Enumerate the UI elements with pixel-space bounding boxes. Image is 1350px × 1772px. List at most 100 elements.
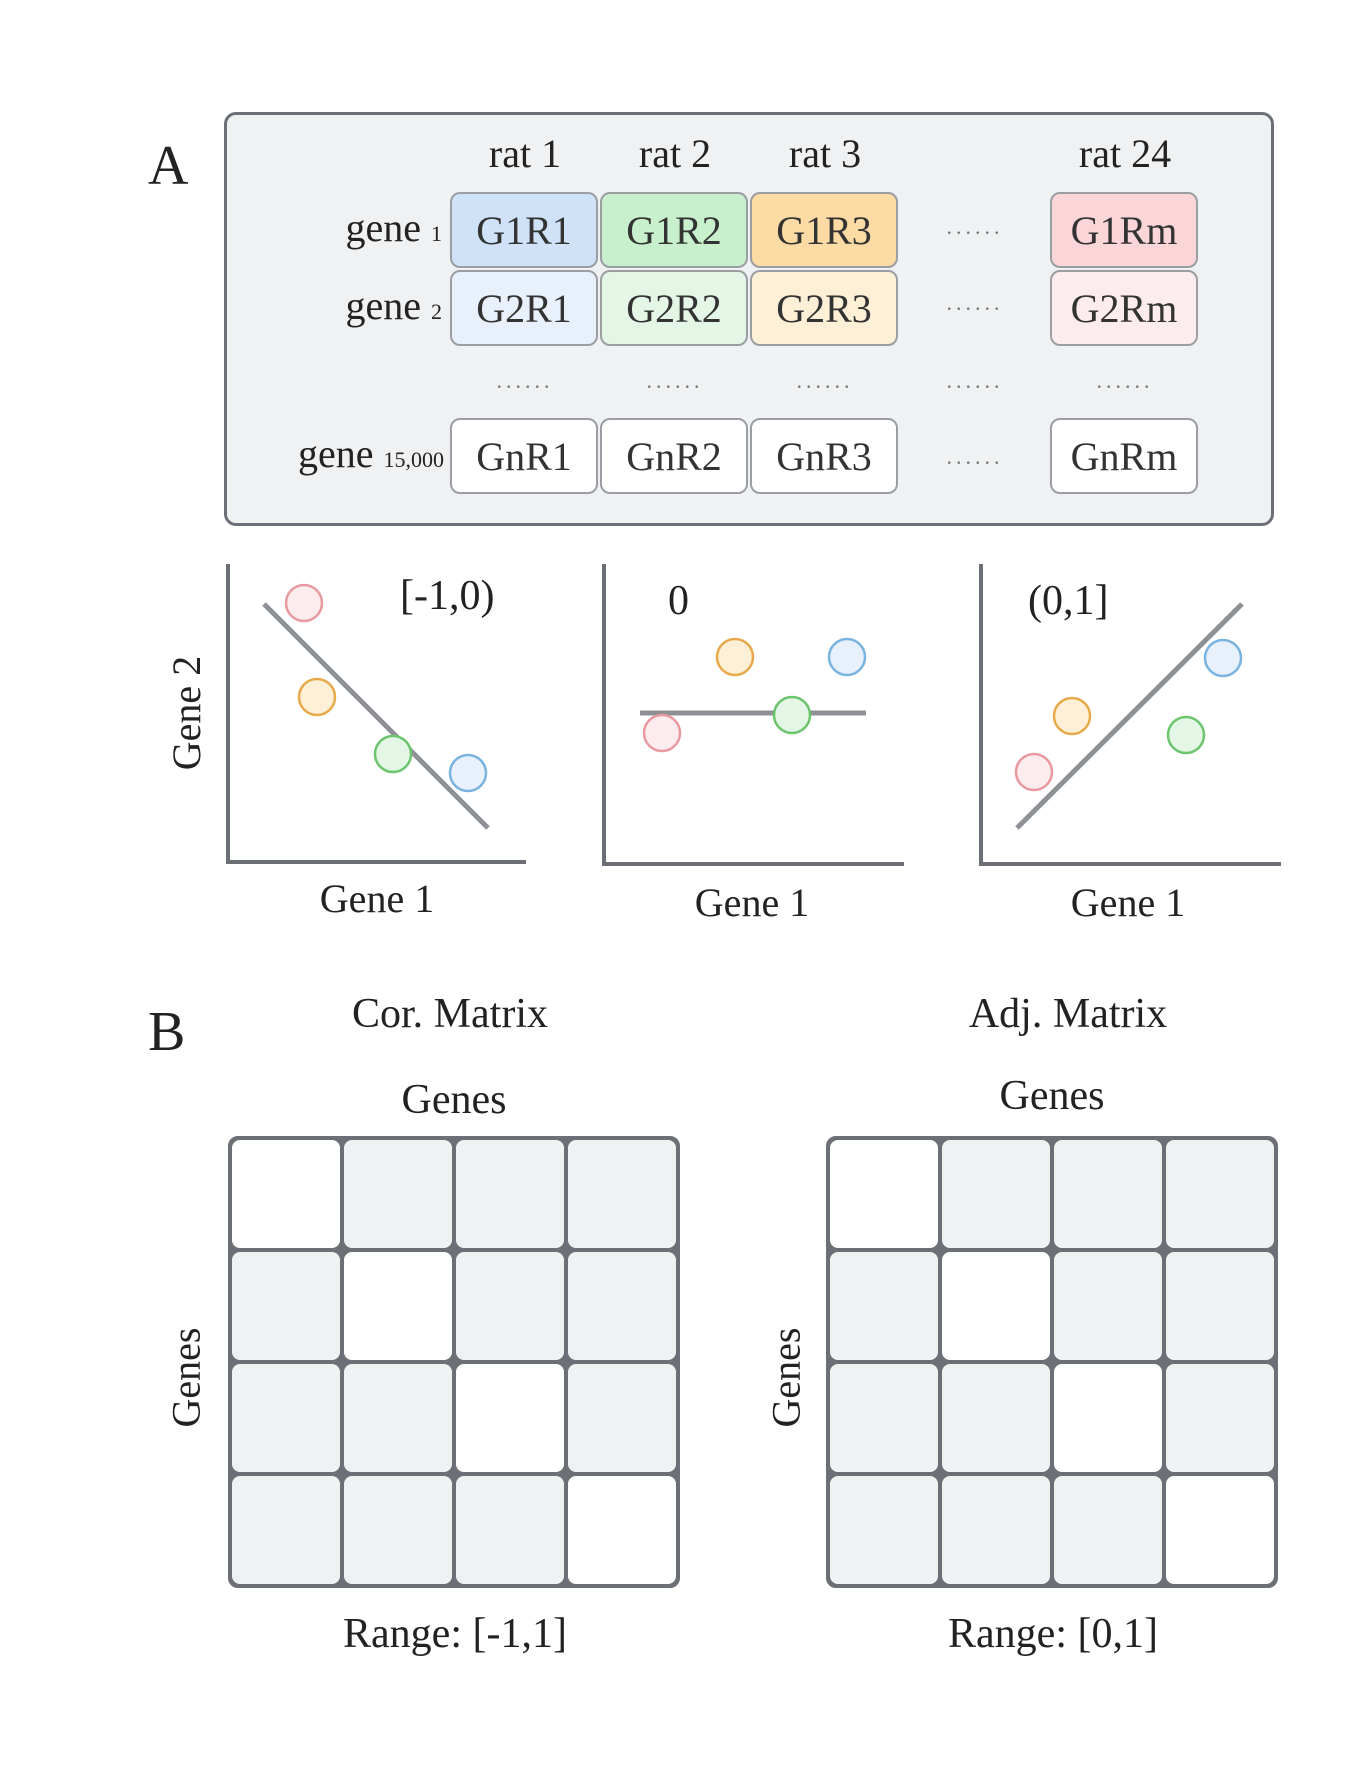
cell-g1rm: G1Rm (1050, 192, 1198, 268)
matrix-cell (828, 1138, 940, 1250)
ellipsis-row2: ...... (946, 290, 1004, 315)
cell-g1r1: G1R1 (450, 192, 598, 268)
row-header-gene1: gene 1 (232, 204, 442, 251)
plot-label: [-1,0) (400, 573, 494, 619)
plot-axes (979, 564, 1281, 866)
matrix-cell (342, 1250, 454, 1362)
plot-xlabel: Gene 1 (695, 880, 809, 925)
row-header-gene2: gene 2 (232, 282, 442, 329)
matrix-cell (566, 1138, 678, 1250)
ellipsis-col1: ...... (496, 368, 554, 393)
ellipsis-col4: ...... (946, 368, 1004, 393)
correlation-plots: [-1,0) Gene 1 Gene 2 0 Gene 1 (0,1] Gene… (164, 564, 1281, 925)
col-header-rat2: rat 2 (638, 131, 712, 176)
matrix-cell (454, 1250, 566, 1362)
cor-matrix-col-label: Genes (401, 1077, 507, 1123)
point-blue (448, 753, 488, 793)
matrix-cell (940, 1250, 1052, 1362)
cor-matrix-title: Cor. Matrix (352, 991, 548, 1037)
row-label-sub: 2 (431, 299, 442, 324)
point-red (1014, 752, 1054, 792)
matrix-cell (940, 1474, 1052, 1586)
row-label-sub: 15,000 (383, 447, 445, 472)
matrix-cell (230, 1474, 342, 1586)
row-label-sub: 1 (431, 221, 442, 246)
matrix-cell (828, 1474, 940, 1586)
adj-matrix-title: Adj. Matrix (968, 991, 1168, 1037)
row-label: gene (345, 283, 421, 328)
matrix-cell (940, 1138, 1052, 1250)
matrix-cell (230, 1250, 342, 1362)
plot-ylabel: Gene 2 (164, 656, 209, 770)
matrix-cell (1052, 1474, 1164, 1586)
ellipsis-col3: ...... (796, 368, 854, 393)
point-blue (827, 637, 867, 677)
cell-g1r3: G1R3 (750, 192, 898, 268)
ellipsis-rown: ...... (946, 444, 1004, 469)
cell-g2rm: G2Rm (1050, 270, 1198, 346)
matrix-cell (454, 1474, 566, 1586)
plot-axes (602, 564, 904, 866)
plot-no-correlation: 0 Gene 1 (602, 564, 904, 925)
matrix-cell (1052, 1362, 1164, 1474)
ellipsis-col5: ...... (1096, 368, 1154, 393)
matrix-cell (342, 1138, 454, 1250)
row-header-gene15000: gene 15,000 (222, 430, 444, 477)
plot-positive-correlation: (0,1] Gene 1 (979, 564, 1281, 925)
col-header-rat24: rat 24 (1078, 131, 1172, 176)
matrix-cell (342, 1362, 454, 1474)
cell-gnr1: GnR1 (450, 418, 598, 494)
matrix-cell (454, 1138, 566, 1250)
point-orange (297, 677, 337, 717)
row-label: gene (297, 431, 374, 476)
adj-matrix-range: Range: [0,1] (948, 1611, 1158, 1657)
col-header-rat3: rat 3 (788, 131, 862, 176)
matrix-cell (1052, 1250, 1164, 1362)
cell-gnr2: GnR2 (600, 418, 748, 494)
matrix-cell (940, 1362, 1052, 1474)
point-orange (715, 637, 755, 677)
point-orange (1052, 696, 1092, 736)
row-label: gene (345, 205, 421, 250)
adj-matrix-col-label: Genes (999, 1073, 1105, 1119)
plot-axes (226, 564, 526, 864)
matrix-cell (1052, 1138, 1164, 1250)
panel-b-letter: B (148, 1001, 186, 1063)
matrix-cell (566, 1474, 678, 1586)
point-green (772, 695, 812, 735)
matrix-cell (828, 1250, 940, 1362)
adj-matrix-row-label: Genes (763, 1327, 809, 1428)
adj-matrix-grid (826, 1136, 1278, 1588)
cell-g1r2: G1R2 (600, 192, 748, 268)
ellipsis-row1: ...... (946, 214, 1004, 239)
panel-a-letter: A (148, 135, 189, 197)
matrix-cell (230, 1138, 342, 1250)
trend-line (262, 602, 490, 830)
matrix-cell (828, 1362, 940, 1474)
cor-matrix-grid (228, 1136, 680, 1588)
matrix-cell (230, 1362, 342, 1474)
plot-label: 0 (668, 578, 689, 624)
matrix-cell (342, 1474, 454, 1586)
ellipsis-col2: ...... (646, 368, 704, 393)
plot-label: (0,1] (1028, 578, 1108, 624)
matrix-cell (1164, 1474, 1276, 1586)
matrix-cell (566, 1250, 678, 1362)
point-blue (1203, 638, 1243, 678)
matrix-cell (1164, 1138, 1276, 1250)
point-green (373, 734, 413, 774)
plot-negative-correlation: [-1,0) Gene 1 Gene 2 (164, 564, 526, 921)
col-header-rat1: rat 1 (488, 131, 562, 176)
plot-xlabel: Gene 1 (1071, 880, 1185, 925)
point-red (642, 713, 682, 753)
point-red (284, 583, 324, 623)
cell-g2r3: G2R3 (750, 270, 898, 346)
cell-g2r1: G2R1 (450, 270, 598, 346)
matrix-cell (1164, 1362, 1276, 1474)
matrix-cell (1164, 1250, 1276, 1362)
cell-gnr3: GnR3 (750, 418, 898, 494)
point-green (1166, 715, 1206, 755)
cor-matrix-row-label: Genes (163, 1327, 209, 1428)
plot-xlabel: Gene 1 (320, 876, 434, 921)
cor-matrix-range: Range: [-1,1] (343, 1611, 567, 1657)
